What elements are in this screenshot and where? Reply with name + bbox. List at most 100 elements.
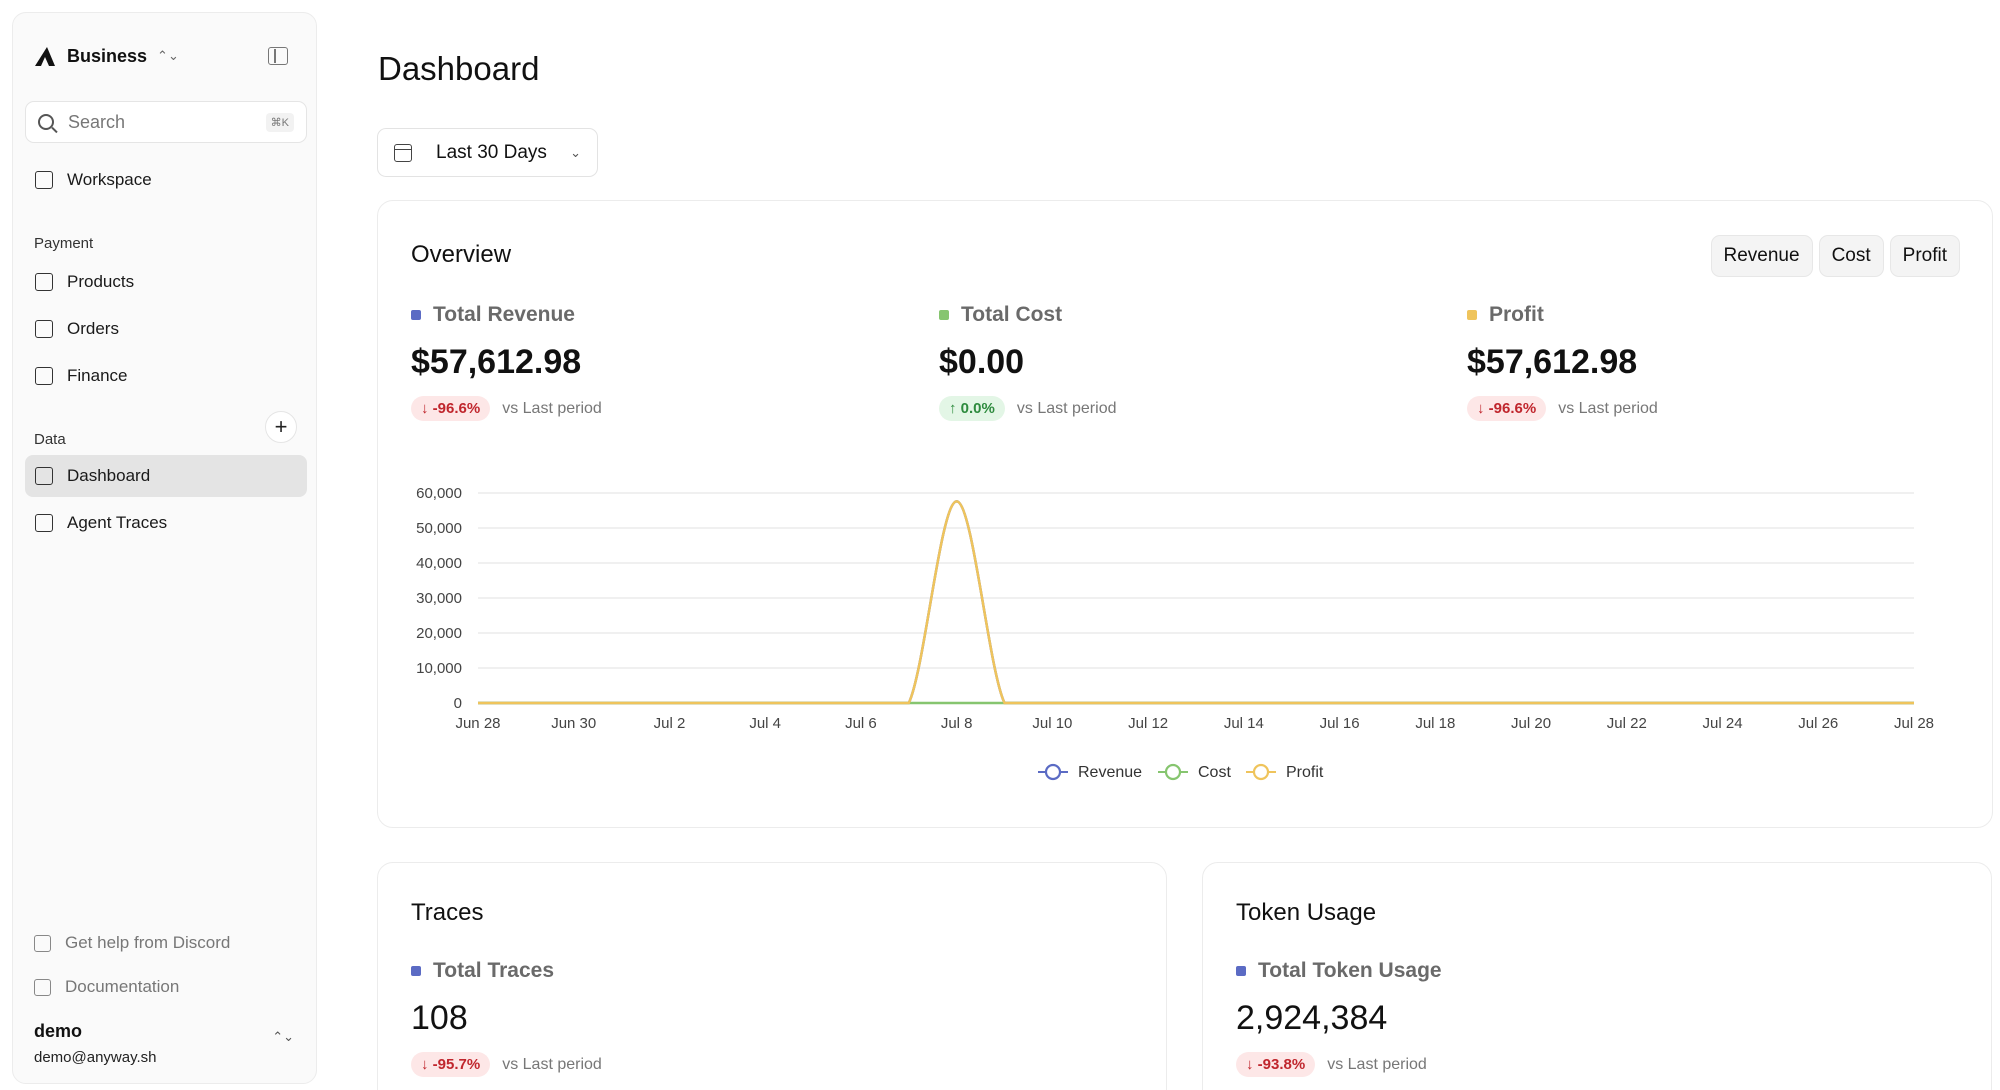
add-data-button[interactable]: +: [265, 411, 297, 443]
metric-value: $57,612.98: [1467, 343, 1638, 381]
y-tick-label: 20,000: [416, 625, 462, 642]
sidebar-item-finance[interactable]: Finance: [25, 355, 307, 397]
overview-title: Overview: [411, 241, 512, 268]
metric-label: Total Revenue: [433, 303, 575, 326]
layout-grid-icon: [35, 467, 53, 485]
search-icon: [38, 114, 54, 130]
x-tick-label: Jul 18: [1415, 715, 1455, 732]
date-range-select[interactable]: Last 30 Days ⌄: [377, 128, 598, 177]
search-input[interactable]: Search ⌘K: [25, 101, 307, 143]
x-tick-label: Jul 12: [1128, 715, 1168, 732]
x-tick-label: Jul 20: [1511, 715, 1551, 732]
documentation-link[interactable]: Documentation: [34, 977, 179, 997]
metric-label: Total Cost: [961, 303, 1063, 326]
change-value: -95.7%: [432, 1056, 481, 1073]
legend-swatch-marker: [1252, 763, 1270, 781]
discord-link-label: Get help from Discord: [65, 933, 231, 952]
y-tick-label: 10,000: [416, 660, 462, 677]
metric-total-traces: Total Traces 108 ↓ -95.7% vs Last period: [411, 959, 602, 1077]
vs-label: vs Last period: [502, 1055, 602, 1073]
plus-icon: +: [274, 414, 288, 439]
metric-value: 2,924,384: [1236, 999, 1388, 1037]
x-tick-label: Jul 16: [1320, 715, 1360, 732]
x-tick-label: Jul 26: [1798, 715, 1838, 732]
token-usage-title: Token Usage: [1236, 899, 1377, 926]
legend-label: Cost: [1198, 764, 1231, 781]
sidebar-item-dashboard[interactable]: Dashboard: [25, 455, 307, 497]
overview-line-chart: 0 10,000 20,000 30,000 40,000 50,000 60,000 Jun…: [416, 485, 1934, 781]
sidebar-item-workspace[interactable]: Workspace: [25, 159, 307, 201]
metric-profit: Profit $57,612.98 ↓ -96.6% vs Last perio…: [1467, 303, 1658, 421]
traces-color-dot: [411, 966, 421, 976]
metric-value: $57,612.98: [411, 343, 582, 381]
sidebar-item-label: Products: [67, 272, 135, 291]
sidebar: Business ⌃⌄ Search ⌘K Workspace Payment …: [12, 12, 317, 1084]
change-badge: ↓ -96.6%: [1467, 396, 1547, 421]
overview-card: Overview Revenue Cost Profit Total Reven…: [377, 200, 1993, 828]
sidebar-item-label: Workspace: [67, 170, 152, 189]
y-tick-label: 50,000: [416, 520, 462, 537]
y-tick-label: 60,000: [416, 485, 462, 502]
banknote-icon: [35, 367, 53, 385]
vs-label: vs Last period: [1327, 1055, 1427, 1073]
calendar-icon: [394, 143, 412, 162]
toggle-revenue[interactable]: Revenue: [1710, 235, 1813, 277]
x-tick-label: Jul 8: [941, 715, 973, 732]
sidebar-item-label: Orders: [67, 319, 119, 338]
sidebar-item-products[interactable]: Products: [25, 261, 307, 303]
x-tick-label: Jul 4: [749, 715, 781, 732]
token-usage-card: Token Usage Total Token Usage 2,924,384 …: [1202, 862, 1992, 1090]
legend-label: Profit: [1286, 764, 1324, 781]
sidebar-item-orders[interactable]: Orders: [25, 308, 307, 350]
change-badge: ↑ 0.0%: [939, 396, 1005, 421]
documentation-link-label: Documentation: [65, 977, 180, 996]
change-badge: ↓ -93.8%: [1236, 1052, 1316, 1077]
workspace-name: Business: [67, 45, 148, 66]
traces-title: Traces: [411, 899, 484, 926]
sidebar-item-label: Dashboard: [67, 466, 151, 485]
sidebar-item-agent-traces[interactable]: Agent Traces: [25, 502, 307, 544]
vs-label: vs Last period: [1558, 399, 1658, 417]
metric-change-row: ↑ 0.0% vs Last period: [939, 396, 1116, 421]
metric-change-row: ↓ -96.6% vs Last period: [1467, 396, 1658, 421]
change-badge: ↓ -95.7%: [411, 1052, 491, 1077]
section-label-data: Data: [34, 431, 66, 448]
metric-label: Total Token Usage: [1258, 959, 1442, 982]
x-tick-label: Jul 14: [1224, 715, 1264, 732]
toggle-profit[interactable]: Profit: [1889, 235, 1960, 277]
toggle-cost[interactable]: Cost: [1818, 235, 1884, 277]
legend-swatch-marker: [1164, 763, 1182, 781]
x-tick-label: Jul 24: [1703, 715, 1743, 732]
user-menu-chevron-icon[interactable]: ⌃⌄: [272, 1029, 294, 1044]
page-title: Dashboard: [378, 50, 540, 87]
metric-label-row: Profit: [1467, 303, 1658, 327]
change-value: -93.8%: [1257, 1056, 1306, 1073]
series-line-revenue: [478, 500, 1914, 705]
workspace-switcher[interactable]: Business ⌃⌄: [33, 45, 179, 67]
tokens-color-dot: [1236, 966, 1246, 976]
discord-link[interactable]: Get help from Discord: [34, 933, 230, 953]
metric-total-cost: Total Cost $0.00 ↑ 0.0% vs Last period: [939, 303, 1116, 421]
legend-label: Revenue: [1078, 764, 1142, 781]
receipt-icon: [35, 320, 53, 338]
section-label-payment: Payment: [34, 235, 94, 252]
legend-swatch-marker: [1044, 763, 1062, 781]
x-tick-label: Jul 28: [1894, 715, 1934, 732]
x-tick-label: Jul 2: [654, 715, 686, 732]
series-line-profit: [478, 500, 1914, 705]
sidebar-item-label: Finance: [67, 366, 128, 385]
chat-icon: [35, 171, 53, 189]
user-name: demo: [34, 1021, 83, 1041]
metric-value: $0.00: [939, 343, 1025, 381]
metric-label-row: Total Cost: [939, 303, 1116, 327]
user-email: demo@anyway.sh: [34, 1049, 157, 1066]
cost-color-dot: [939, 310, 949, 320]
sidebar-toggle-icon[interactable]: [268, 47, 288, 65]
change-value: 0.0%: [960, 400, 995, 417]
metric-label-row: Total Revenue: [411, 303, 602, 327]
document-icon: [34, 978, 51, 996]
change-value: -96.6%: [1488, 400, 1537, 417]
metric-label-row: Total Token Usage: [1236, 959, 1442, 983]
traces-card: Traces Total Traces 108 ↓ -95.7% vs Last…: [377, 862, 1167, 1090]
brand-logo-icon: [35, 47, 55, 66]
